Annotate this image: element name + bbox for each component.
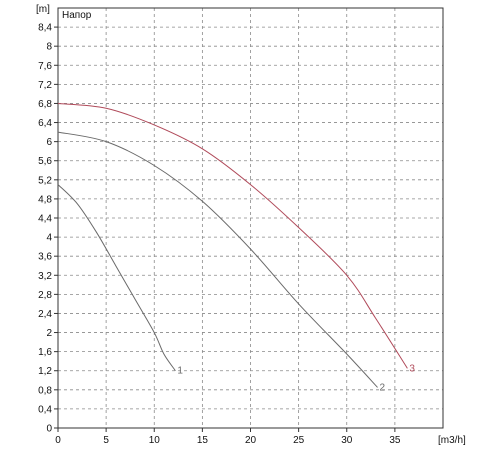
x-axis: 0 5 10 15 20 25 30 35: [55, 428, 401, 446]
y-tick-label: 0,4: [38, 404, 52, 415]
y-tick-label: 3,6: [38, 252, 52, 263]
x-tick-label: 30: [341, 435, 353, 446]
x-tick-label: 5: [103, 435, 109, 446]
y-tick-label: 5,2: [38, 175, 52, 186]
y-axis-unit: [m]: [36, 4, 50, 15]
x-axis-unit: [m3/h]: [438, 435, 466, 446]
series-label-2: 2: [380, 382, 386, 393]
x-tick-label: 25: [293, 435, 305, 446]
series-line-3: [57, 102, 408, 369]
series-line-2: [57, 131, 378, 388]
y-tick-label: 6: [46, 137, 52, 148]
y-tick-label: 6,4: [38, 118, 52, 129]
y-axis: 0 0,4 0,8 1,2 1,6 2 2,4 2,8 3,2 3,6 4 4,4 4,8 5,2 5,6 6…: [38, 23, 58, 435]
legend-title: Напор: [62, 10, 92, 21]
y-tick-label: 1,6: [38, 347, 52, 358]
y-tick-label: 4,8: [38, 194, 52, 205]
y-tick-label: 4: [46, 233, 52, 244]
y-tick-label: 2,4: [38, 309, 52, 320]
x-tick-label: 15: [197, 435, 209, 446]
y-tick-label: 3,2: [38, 271, 52, 282]
y-tick-label: 7,2: [38, 80, 52, 91]
series-line-1: [57, 184, 176, 372]
series-label-3: 3: [409, 363, 415, 374]
y-tick-label: 2: [46, 328, 52, 339]
y-tick-label: 8: [46, 42, 52, 53]
y-tick-label: 8,4: [38, 23, 52, 34]
y-tick-label: 4,4: [38, 214, 52, 225]
x-tick-label: 35: [389, 435, 401, 446]
y-tick-label: 2,8: [38, 290, 52, 301]
y-tick-label: 0: [46, 424, 52, 435]
y-tick-label: 5,6: [38, 156, 52, 167]
x-tick-label: 10: [149, 435, 161, 446]
series-label-1: 1: [177, 366, 183, 377]
x-tick-label: 20: [245, 435, 257, 446]
y-tick-label: 0,8: [38, 385, 52, 396]
y-tick-label: 1,2: [38, 366, 52, 377]
series-group: 1 2 3: [57, 102, 415, 393]
x-tick-label: 0: [55, 435, 61, 446]
y-tick-label: 6,8: [38, 99, 52, 110]
y-tick-label: 7,6: [38, 61, 52, 72]
